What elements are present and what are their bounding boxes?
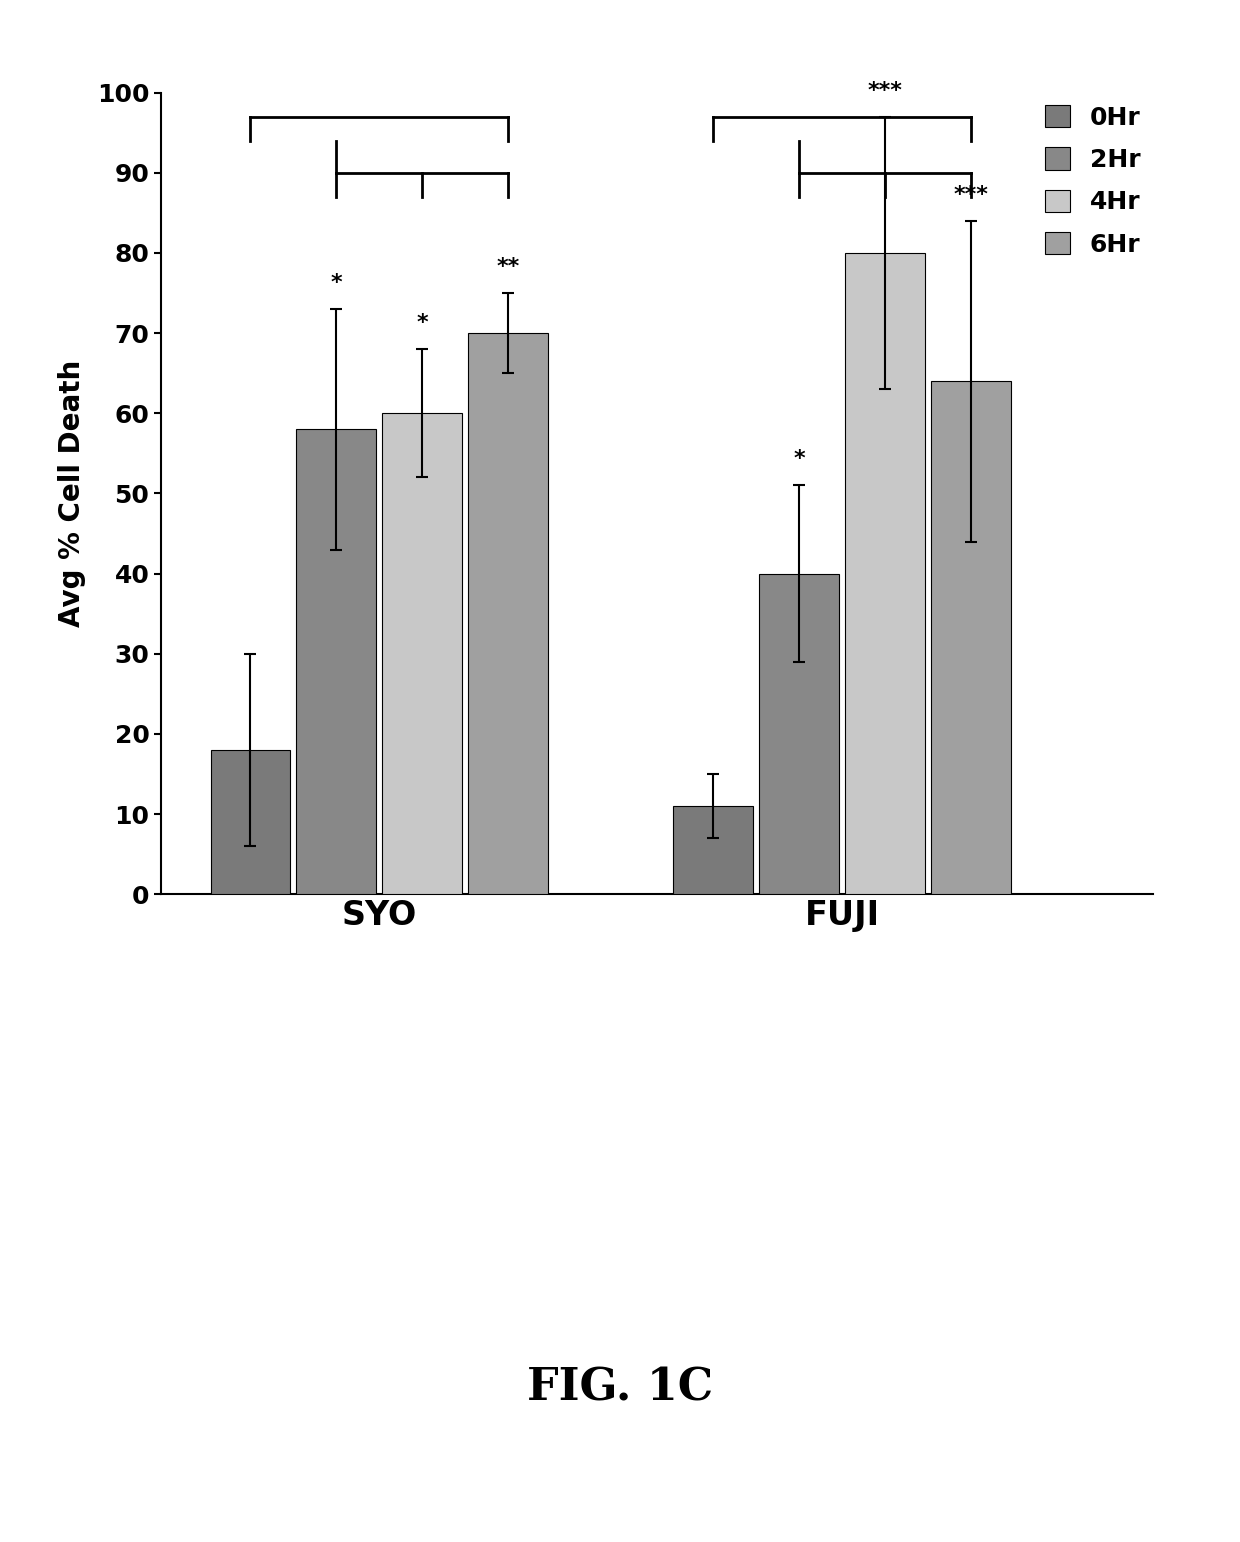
Text: FIG. 1C: FIG. 1C (527, 1366, 713, 1409)
Bar (469, 333, 548, 894)
Text: *: * (331, 273, 342, 293)
Y-axis label: Avg % Cell Death: Avg % Cell Death (58, 359, 86, 628)
Text: *: * (794, 449, 805, 469)
Bar (759, 574, 839, 894)
Bar (931, 381, 1012, 894)
Bar (211, 749, 290, 894)
Text: ***: *** (954, 185, 988, 205)
Bar (296, 429, 377, 894)
Bar (382, 413, 463, 894)
Bar (846, 253, 925, 894)
Text: **: ** (497, 258, 520, 278)
Legend: 0Hr, 2Hr, 4Hr, 6Hr: 0Hr, 2Hr, 4Hr, 6Hr (1045, 105, 1141, 256)
Text: *: * (417, 313, 428, 333)
Bar (673, 806, 754, 894)
Text: ***: *** (868, 80, 903, 100)
